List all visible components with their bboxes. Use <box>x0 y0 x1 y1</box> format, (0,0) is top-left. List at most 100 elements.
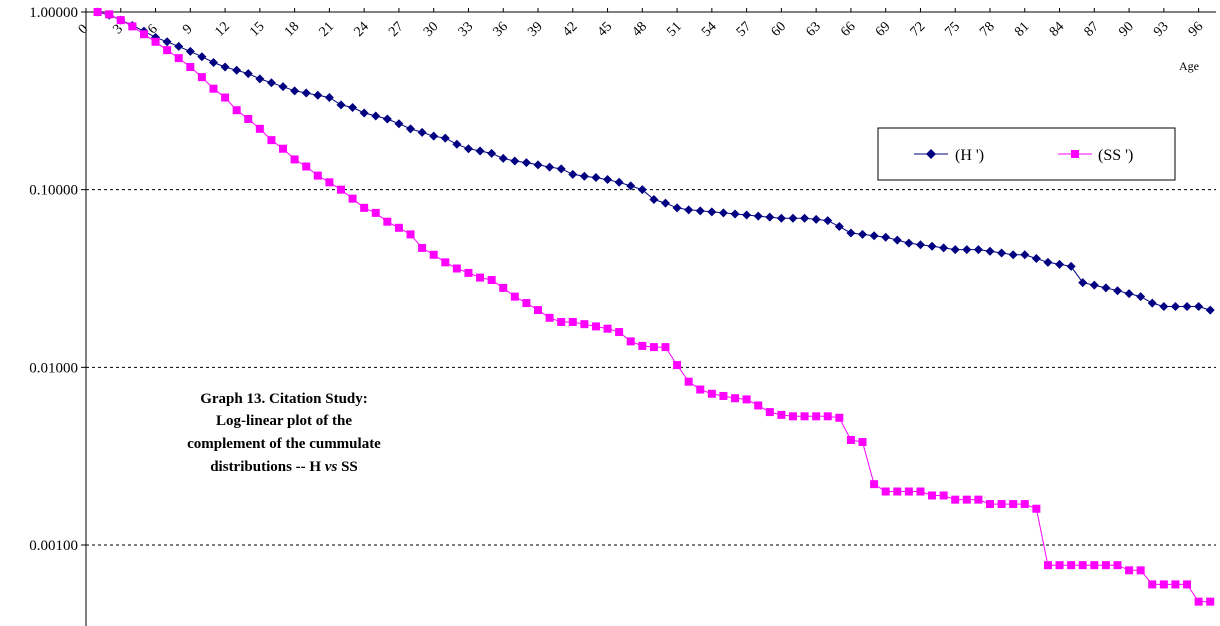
point-ss <box>1055 561 1064 570</box>
point-h <box>1066 261 1076 271</box>
y-tick-label: 1.00000 <box>29 5 78 21</box>
point-h <box>695 206 705 216</box>
x-tick-label: 60 <box>769 19 790 40</box>
point-h <box>394 119 404 129</box>
point-ss <box>464 268 473 277</box>
point-ss <box>1009 500 1018 509</box>
x-tick-label: 45 <box>595 19 616 40</box>
point-h <box>1112 286 1122 296</box>
point-h <box>718 208 728 218</box>
point-ss <box>116 16 125 25</box>
x-tick-label: 21 <box>317 19 338 40</box>
point-ss <box>823 412 832 421</box>
point-ss <box>1032 504 1041 513</box>
point-h <box>1159 301 1169 311</box>
point-h <box>869 231 879 241</box>
point-h <box>1136 292 1146 302</box>
point-h <box>800 213 810 223</box>
x-tick-label: 63 <box>803 19 824 40</box>
x-tick-label: 72 <box>908 19 929 40</box>
point-h <box>429 131 439 141</box>
point-h <box>162 37 172 47</box>
point-ss <box>267 136 276 145</box>
point-h <box>1170 301 1180 311</box>
point-h <box>487 148 497 158</box>
point-ss <box>615 328 624 337</box>
point-ss <box>1090 561 1099 570</box>
y-tick-label: 0.01000 <box>29 360 78 376</box>
point-h <box>475 146 485 156</box>
point-ss <box>707 389 716 398</box>
point-h <box>510 156 520 166</box>
point-ss <box>1148 580 1157 589</box>
x-tick-label: 15 <box>247 19 268 40</box>
y-tick-labels: 1.00000 0.10000 0.01000 0.00100 <box>29 5 78 554</box>
point-ss <box>731 394 740 403</box>
point-h <box>406 124 416 134</box>
point-h <box>313 90 323 100</box>
point-ss <box>163 46 172 55</box>
legend-marker-h-icon <box>926 149 936 159</box>
point-h <box>278 82 288 92</box>
annotation-line-4: distributions -- H vs SS <box>210 459 358 475</box>
point-h <box>498 153 508 163</box>
point-ss <box>928 491 937 500</box>
point-ss <box>1067 561 1076 570</box>
point-h <box>208 57 218 67</box>
x-tick-label: 24 <box>351 19 372 40</box>
point-ss <box>661 343 670 352</box>
point-h <box>660 198 670 208</box>
point-ss <box>406 230 415 239</box>
point-h <box>626 181 636 191</box>
point-h <box>997 248 1007 258</box>
point-ss <box>1043 561 1052 570</box>
x-tick-label: 81 <box>1012 19 1033 40</box>
x-tick-label: 9 <box>180 22 196 38</box>
legend-label-ss: (SS ') <box>1098 147 1133 164</box>
point-ss <box>765 408 774 417</box>
point-ss <box>568 317 577 326</box>
point-h <box>1055 259 1065 269</box>
point-h <box>348 103 358 113</box>
point-h <box>1043 257 1053 267</box>
point-h <box>672 203 682 213</box>
point-h <box>1031 253 1041 263</box>
x-tick-label: 18 <box>282 19 303 40</box>
point-h <box>603 175 613 185</box>
x-tick-label: 12 <box>212 19 233 40</box>
point-ss <box>441 258 450 267</box>
point-h <box>1124 289 1134 299</box>
point-ss <box>151 37 160 46</box>
point-ss <box>383 217 392 226</box>
point-h <box>962 245 972 255</box>
point-ss <box>139 30 148 39</box>
point-ss <box>1020 500 1029 509</box>
point-h <box>290 86 300 96</box>
point-h <box>892 235 902 245</box>
point-ss <box>986 500 994 509</box>
point-h <box>255 74 265 84</box>
point-h <box>834 222 844 232</box>
point-h <box>915 240 925 250</box>
chart-annotation: Graph 13. Citation Study: Log-linear plo… <box>187 391 381 475</box>
point-h <box>463 144 473 154</box>
point-ss <box>1206 597 1215 606</box>
x-tick-label: 96 <box>1186 19 1207 40</box>
point-ss <box>209 84 218 93</box>
point-h <box>452 139 462 149</box>
point-h <box>1205 305 1215 315</box>
point-h <box>521 158 531 168</box>
point-ss <box>232 106 241 115</box>
x-tick-label: 0 <box>76 22 92 38</box>
point-ss <box>1171 580 1180 589</box>
point-h <box>1182 301 1192 311</box>
point-ss <box>719 391 728 400</box>
point-h <box>985 246 995 256</box>
point-h <box>556 164 566 174</box>
point-ss <box>591 322 600 331</box>
point-h <box>1147 298 1157 308</box>
point-ss <box>93 8 102 16</box>
point-h <box>637 185 647 195</box>
point-ss <box>128 22 137 31</box>
